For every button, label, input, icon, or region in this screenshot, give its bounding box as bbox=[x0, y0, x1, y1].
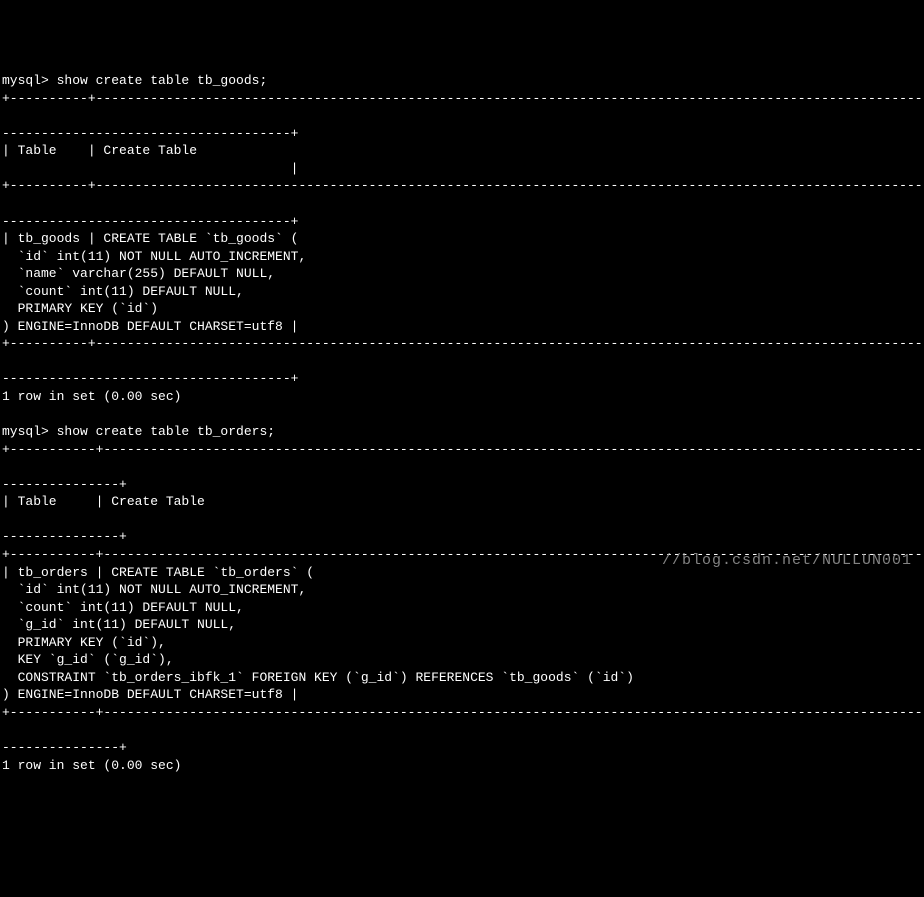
terminal-line: ) ENGINE=InnoDB DEFAULT CHARSET=utf8 | bbox=[2, 686, 924, 704]
terminal-line: +-----------+---------------------------… bbox=[2, 441, 924, 459]
terminal-line: `g_id` int(11) DEFAULT NULL, bbox=[2, 616, 924, 634]
terminal-line: `id` int(11) NOT NULL AUTO_INCREMENT, bbox=[2, 581, 924, 599]
terminal-line bbox=[2, 721, 924, 739]
terminal-line: CONSTRAINT `tb_orders_ibfk_1` FOREIGN KE… bbox=[2, 669, 924, 687]
terminal-line: +----------+----------------------------… bbox=[2, 177, 924, 195]
terminal-output: mysql> show create table tb_goods;+-----… bbox=[2, 72, 924, 774]
terminal-line bbox=[2, 511, 924, 529]
terminal-line: 1 row in set (0.00 sec) bbox=[2, 388, 924, 406]
terminal-line bbox=[2, 353, 924, 371]
terminal-line: ---------------+ bbox=[2, 739, 924, 757]
terminal-line: | tb_goods | CREATE TABLE `tb_goods` ( bbox=[2, 230, 924, 248]
terminal-line: | bbox=[2, 160, 924, 178]
watermark-text: //blog.csdn.net/NULLUN001 bbox=[662, 551, 912, 571]
terminal-line: | Table | Create Table bbox=[2, 142, 924, 160]
terminal-line: +----------+----------------------------… bbox=[2, 90, 924, 108]
terminal-line: PRIMARY KEY (`id`) bbox=[2, 300, 924, 318]
terminal-line bbox=[2, 107, 924, 125]
terminal-line: `count` int(11) DEFAULT NULL, bbox=[2, 599, 924, 617]
terminal-line: KEY `g_id` (`g_id`), bbox=[2, 651, 924, 669]
terminal-line: +----------+----------------------------… bbox=[2, 335, 924, 353]
terminal-line: -------------------------------------+ bbox=[2, 213, 924, 231]
terminal-line: `count` int(11) DEFAULT NULL, bbox=[2, 283, 924, 301]
terminal-line bbox=[2, 406, 924, 424]
terminal-line bbox=[2, 195, 924, 213]
terminal-line: `id` int(11) NOT NULL AUTO_INCREMENT, bbox=[2, 248, 924, 266]
terminal-line: | Table | Create Table bbox=[2, 493, 924, 511]
terminal-line: mysql> show create table tb_goods; bbox=[2, 72, 924, 90]
terminal-line: -------------------------------------+ bbox=[2, 370, 924, 388]
terminal-line: -------------------------------------+ bbox=[2, 125, 924, 143]
terminal-line: PRIMARY KEY (`id`), bbox=[2, 634, 924, 652]
terminal-line: `name` varchar(255) DEFAULT NULL, bbox=[2, 265, 924, 283]
terminal-line: +-----------+---------------------------… bbox=[2, 704, 924, 722]
terminal-line bbox=[2, 458, 924, 476]
terminal-line: 1 row in set (0.00 sec) bbox=[2, 757, 924, 775]
terminal-line: ---------------+ bbox=[2, 528, 924, 546]
terminal-line: ) ENGINE=InnoDB DEFAULT CHARSET=utf8 | bbox=[2, 318, 924, 336]
terminal-line: ---------------+ bbox=[2, 476, 924, 494]
terminal-line: mysql> show create table tb_orders; bbox=[2, 423, 924, 441]
